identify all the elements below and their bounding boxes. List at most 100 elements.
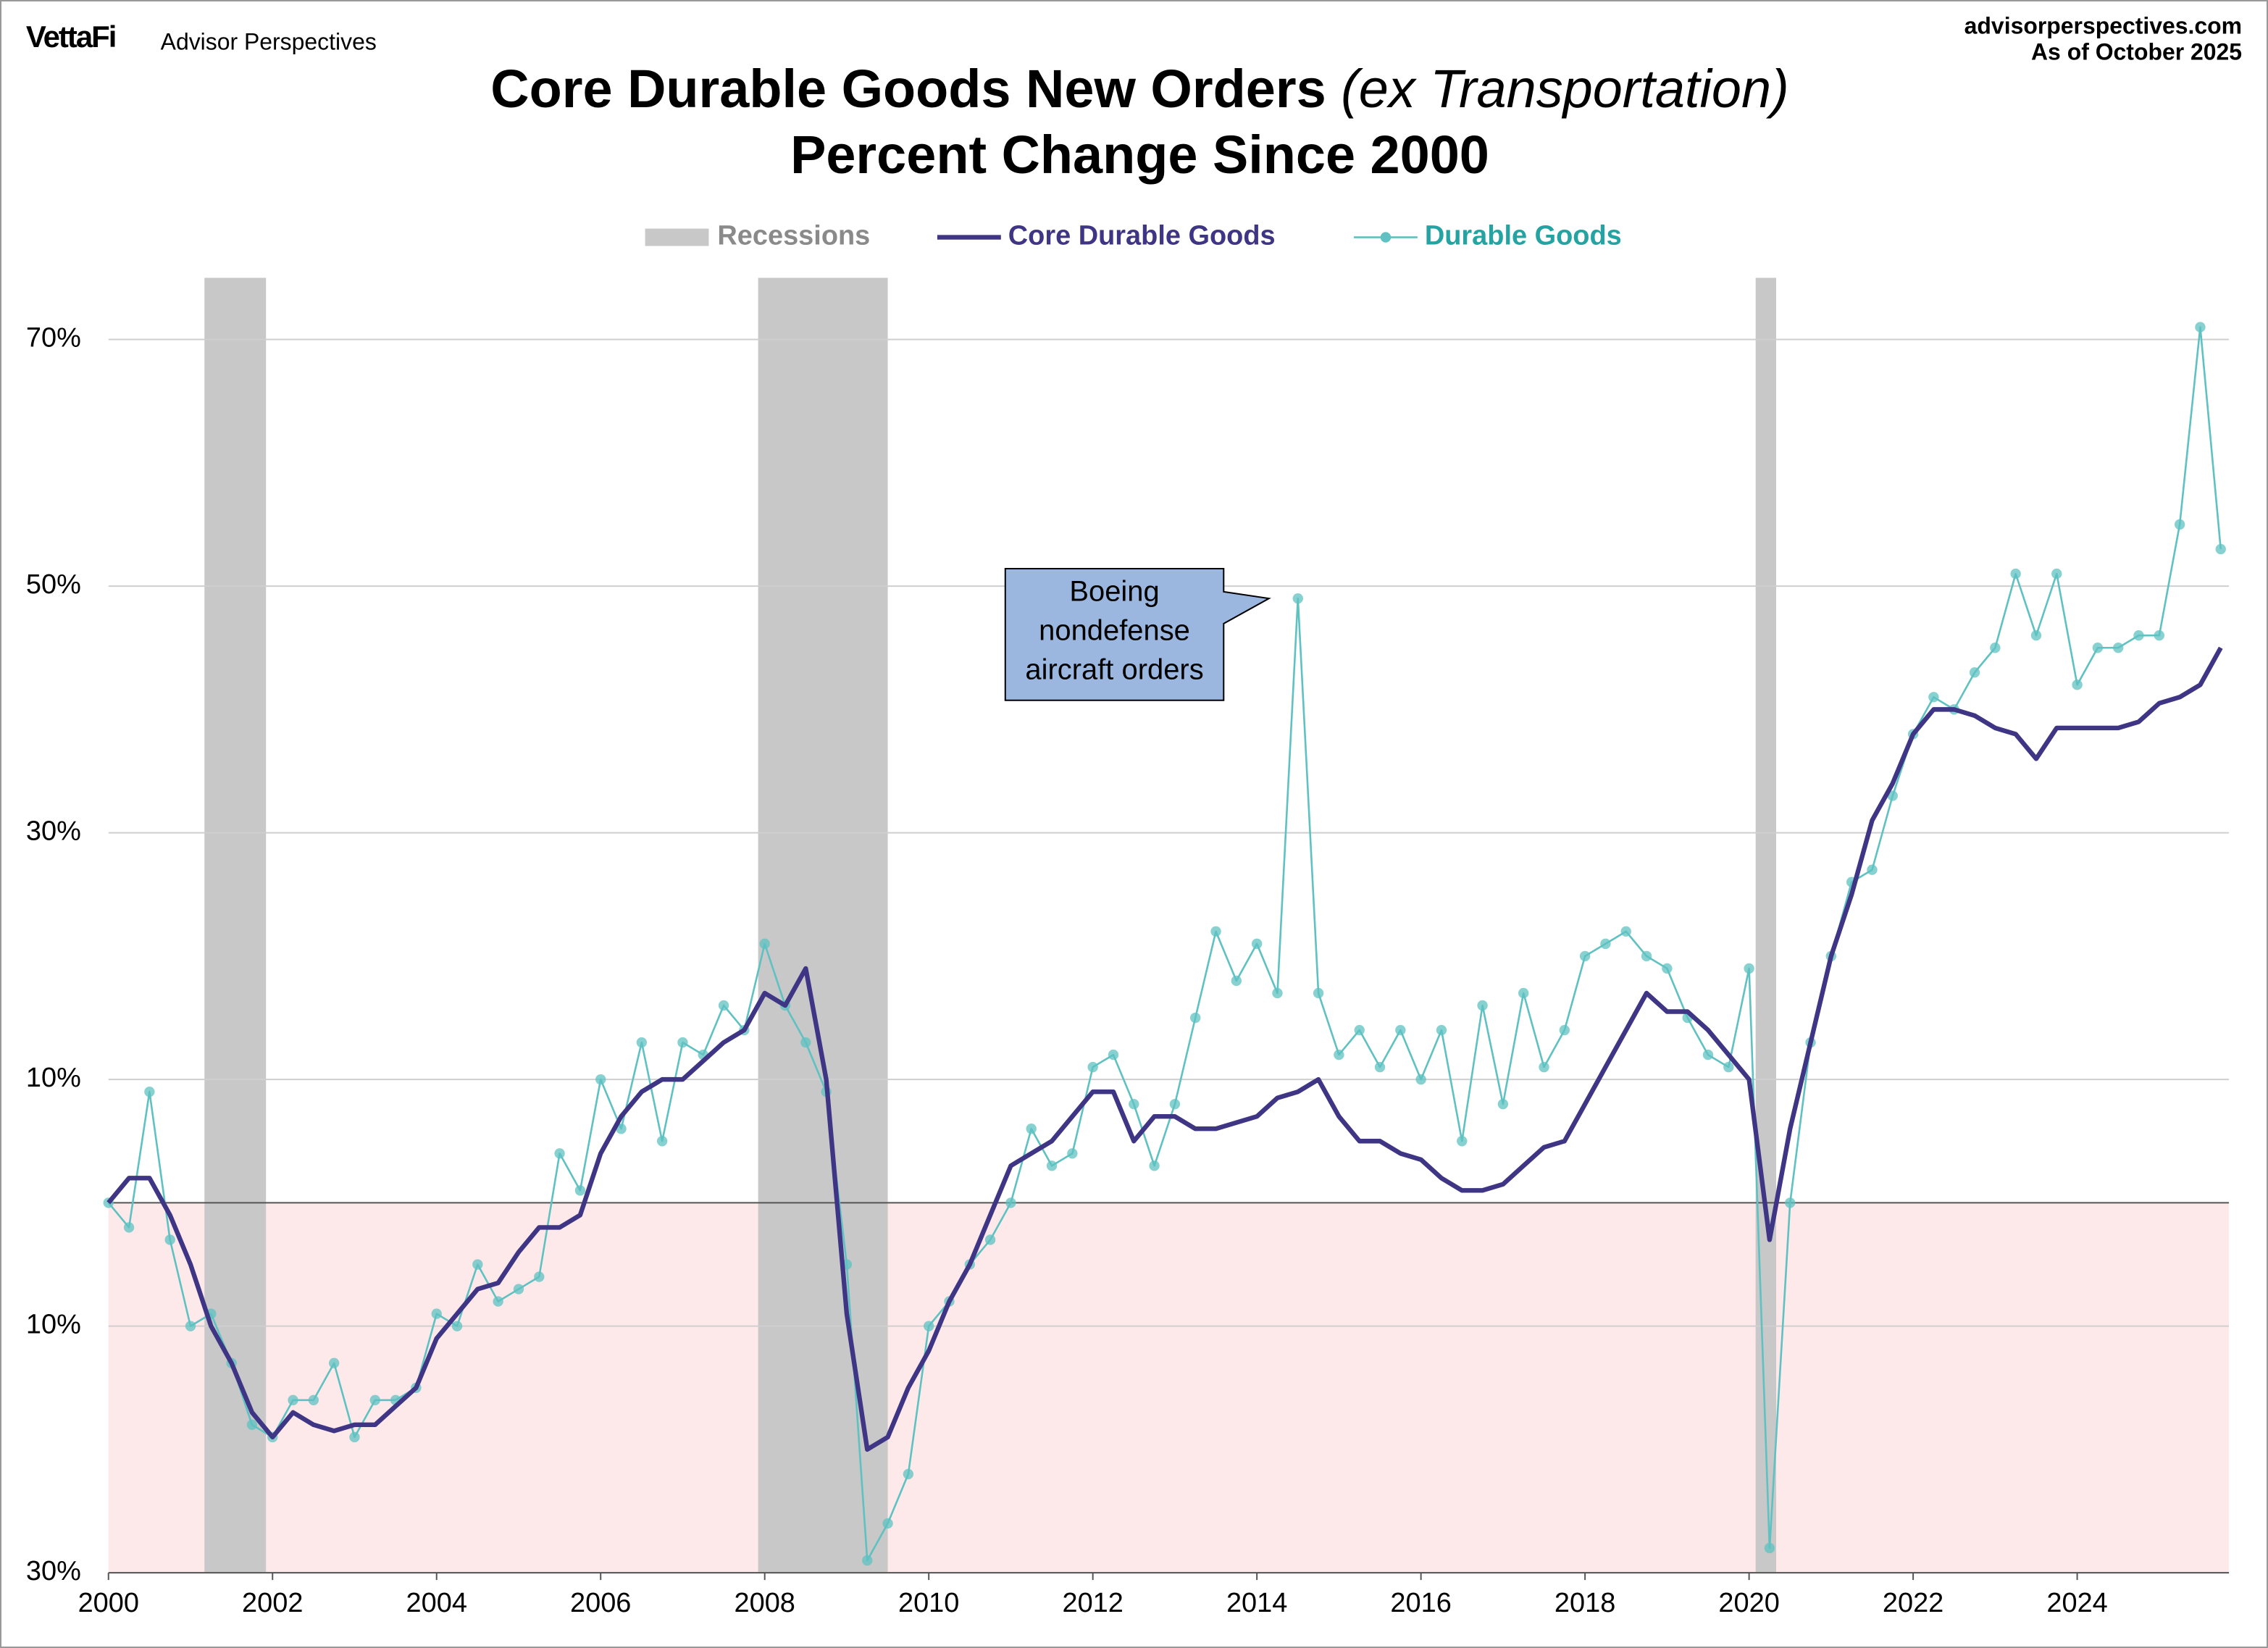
series-marker bbox=[595, 1074, 606, 1085]
series-marker bbox=[1457, 1136, 1468, 1147]
series-marker bbox=[1395, 1024, 1406, 1036]
x-tick-label: 2014 bbox=[1226, 1588, 1287, 1618]
series-marker bbox=[1867, 864, 1878, 875]
x-tick-label: 2018 bbox=[1554, 1588, 1615, 1618]
series-marker bbox=[1662, 963, 1673, 974]
y-tick-label: 10% bbox=[26, 1063, 81, 1093]
x-tick-label: 2012 bbox=[1062, 1588, 1123, 1618]
y-tick-label: 70% bbox=[26, 323, 81, 354]
series-marker bbox=[2174, 519, 2185, 530]
series-marker bbox=[1129, 1098, 1139, 1110]
x-tick-label: 2002 bbox=[242, 1588, 303, 1618]
series-marker bbox=[328, 1358, 340, 1368]
series-marker bbox=[246, 1419, 258, 1431]
x-tick-label: 2004 bbox=[406, 1588, 467, 1618]
series-marker bbox=[1539, 1061, 1549, 1073]
series-marker bbox=[431, 1308, 442, 1319]
x-tick-label: 2022 bbox=[1883, 1588, 1943, 1618]
negative-region bbox=[108, 1202, 2230, 1573]
series-marker bbox=[984, 1234, 996, 1245]
series-marker bbox=[164, 1234, 175, 1245]
series-marker bbox=[1477, 1000, 1488, 1011]
legend-marker bbox=[1380, 232, 1392, 243]
series-marker bbox=[616, 1124, 627, 1134]
series-marker bbox=[656, 1136, 668, 1147]
x-tick-label: 2006 bbox=[570, 1588, 631, 1618]
series-marker bbox=[718, 1000, 729, 1011]
y-tick-label: 50% bbox=[26, 569, 81, 600]
series-marker bbox=[1334, 1049, 1344, 1061]
series-marker bbox=[1600, 938, 1611, 950]
series-marker bbox=[2030, 630, 2042, 641]
series-marker bbox=[903, 1468, 914, 1480]
x-tick-label: 2008 bbox=[735, 1588, 795, 1618]
series-marker bbox=[1969, 667, 1980, 678]
series-marker bbox=[1046, 1160, 1058, 1171]
x-tick-label: 2020 bbox=[1718, 1588, 1779, 1618]
series-marker bbox=[185, 1321, 196, 1331]
annotation-box bbox=[1004, 567, 1271, 701]
series-marker bbox=[1354, 1024, 1365, 1036]
series-marker bbox=[923, 1321, 934, 1331]
y-tick-label: 10% bbox=[26, 1310, 81, 1340]
recession-band bbox=[758, 277, 888, 1573]
x-tick-label: 2016 bbox=[1390, 1588, 1451, 1618]
series-marker bbox=[513, 1284, 524, 1294]
series-marker bbox=[1579, 950, 1591, 962]
series-marker bbox=[308, 1394, 319, 1405]
annotation-text: nondefense bbox=[1039, 614, 1190, 646]
series-marker bbox=[1149, 1160, 1160, 1171]
series-marker bbox=[1231, 975, 1242, 987]
series-marker bbox=[1292, 593, 1303, 604]
series-marker bbox=[1251, 938, 1263, 950]
series-marker bbox=[2092, 643, 2104, 653]
chart-subtitle: Percent Change Since 2000 bbox=[790, 125, 1489, 185]
series-marker bbox=[2051, 568, 2062, 580]
x-tick-label: 2024 bbox=[2046, 1588, 2107, 1618]
series-marker bbox=[882, 1518, 893, 1529]
series-marker bbox=[1497, 1098, 1509, 1110]
series-marker bbox=[800, 1037, 811, 1048]
series-marker bbox=[1723, 1061, 1734, 1073]
series-marker bbox=[1415, 1074, 1426, 1085]
chart-title: Core Durable Goods New Orders (ex Transp… bbox=[490, 58, 1788, 118]
series-marker bbox=[554, 1148, 565, 1159]
series-marker bbox=[1887, 790, 1898, 801]
brand-sub: Advisor Perspectives bbox=[161, 28, 377, 54]
series-marker bbox=[2215, 543, 2226, 555]
series-marker bbox=[1374, 1061, 1386, 1073]
title-italic: (ex Transportation) bbox=[1341, 58, 1789, 118]
legend-label: Core Durable Goods bbox=[1008, 221, 1276, 251]
series-marker bbox=[1641, 950, 1652, 962]
series-marker bbox=[1559, 1024, 1570, 1036]
legend-label: Recessions bbox=[717, 221, 870, 251]
x-tick-label: 2000 bbox=[78, 1588, 139, 1618]
series-marker bbox=[1067, 1148, 1078, 1159]
series-marker bbox=[1702, 1049, 1714, 1061]
series-marker bbox=[1518, 987, 1529, 999]
series-marker bbox=[534, 1271, 545, 1282]
series-marker bbox=[2113, 643, 2124, 653]
series-marker bbox=[1087, 1061, 1098, 1073]
series-marker bbox=[2010, 568, 2021, 580]
series-marker bbox=[472, 1259, 483, 1270]
site: advisorperspectives.com bbox=[1964, 12, 2242, 38]
y-tick-label: 30% bbox=[26, 1556, 81, 1586]
series-marker bbox=[1436, 1024, 1447, 1036]
series-marker bbox=[1785, 1197, 1796, 1208]
annotation-text: Boeing bbox=[1069, 575, 1159, 607]
series-marker bbox=[288, 1394, 298, 1405]
plot-area bbox=[103, 277, 2230, 1581]
series-marker bbox=[1272, 987, 1283, 999]
recession-band bbox=[204, 277, 267, 1573]
series-marker bbox=[2195, 322, 2206, 332]
legend-label: Durable Goods bbox=[1425, 221, 1622, 251]
series-marker bbox=[677, 1037, 688, 1048]
y-tick-label: 30% bbox=[26, 816, 81, 847]
series-marker bbox=[123, 1222, 135, 1233]
series-marker bbox=[759, 938, 770, 950]
series-marker bbox=[1620, 926, 1631, 937]
annotation-text: aircraft orders bbox=[1025, 653, 1203, 685]
